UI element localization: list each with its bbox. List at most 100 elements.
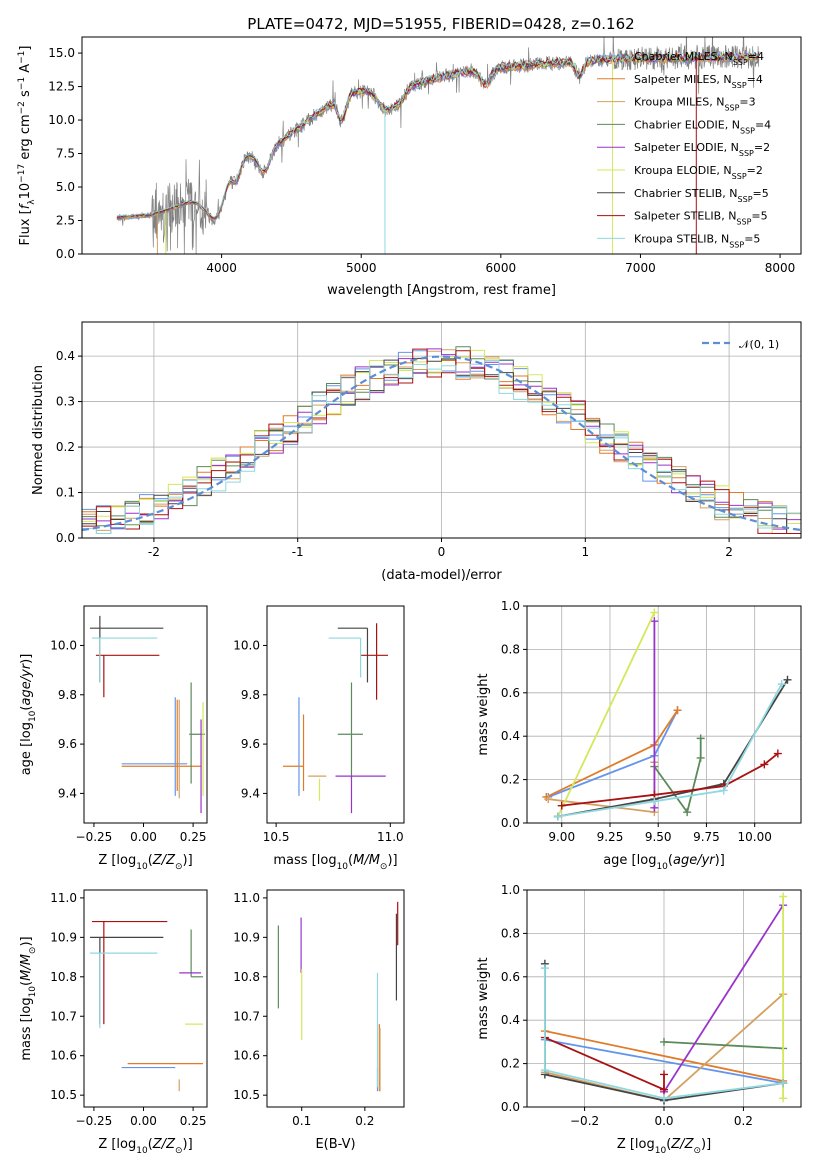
x-tick-label: 10.5	[263, 830, 290, 844]
weight-marker	[557, 801, 566, 810]
x-tick-label: 9.00	[548, 830, 575, 844]
figure-title: PLATE=0472, MJD=51955, FIBERID=0428, z=0…	[247, 15, 634, 33]
y-axis-label-part: Flux [	[18, 209, 33, 245]
y-axis-label-part: ]	[18, 46, 33, 51]
x-axis-label-part: )]	[387, 853, 397, 868]
y-tick-label: 10.5	[50, 1088, 77, 1102]
y-axis-label-part: )]	[19, 654, 34, 664]
x-axis-label-part: 10	[655, 1146, 667, 1156]
legend-text: Chabrier STELIB, N	[634, 187, 738, 200]
axes-decor-residuals: -2 -1 0 1 2 0.0 0.1 0.2 0.3 0.4 𝒩(0, 1) (data-model…	[31, 321, 802, 583]
y-tick-label: 9.4	[241, 786, 260, 800]
weight-line	[653, 738, 702, 815]
legend-entry: Chabrier ELODIE, NSSP=4	[634, 118, 771, 135]
x-tick-label: 7000	[625, 261, 656, 275]
errorbar-point	[328, 637, 362, 678]
x-tick-label: -2	[148, 545, 160, 559]
y-tick-label: 11.0	[50, 891, 77, 905]
plot-area-mass_vs_EBV	[277, 901, 399, 1092]
errorbar-point	[89, 615, 164, 683]
y-axis-label: mass weight	[476, 673, 491, 755]
errorbar-point	[190, 929, 204, 978]
errorbar-point	[121, 699, 202, 791]
legend-text: Salpeter MILES, N	[634, 73, 732, 86]
y-tick-label: 0.0	[501, 1100, 520, 1114]
y-tick-label: 0.0	[501, 816, 520, 830]
x-axis-label-part: Z/Z	[152, 1137, 176, 1152]
x-tick-label: 1	[581, 545, 589, 559]
weight-marker	[660, 1085, 668, 1094]
weight-marker	[779, 1094, 788, 1103]
y-tick-label: 15.0	[48, 46, 75, 60]
x-axis-label-part: 10	[136, 1146, 148, 1156]
axes-frame	[266, 605, 405, 824]
y-axis-label-part: −17	[17, 164, 27, 183]
y-tick-label: 10.0	[50, 638, 77, 652]
y-axis-label-part: s	[18, 90, 33, 101]
weight-line	[557, 612, 656, 817]
y-tick-label: 10.9	[50, 930, 77, 944]
y-axis-label-part: erg cm	[18, 114, 33, 163]
weight-line	[557, 683, 783, 818]
legend-text: =4	[747, 73, 763, 86]
y-axis-label-part: 10	[28, 986, 38, 998]
legend-text: Chabrier MILES, N	[634, 50, 733, 63]
x-axis-label-part: Z [log	[98, 1137, 136, 1152]
legend-text: =5	[753, 187, 769, 200]
x-axis-label-part: ⊙	[693, 1146, 701, 1156]
weight-marker	[660, 1094, 668, 1103]
y-tick-label: 10.7	[50, 1009, 77, 1023]
weight-marker	[683, 808, 692, 817]
x-tick-label: 0.2	[355, 1114, 374, 1128]
legend-text: =5	[751, 210, 767, 223]
legend-text: =2	[747, 164, 763, 177]
y-axis-label: Flux [fλ10−17 erg cm−2 s−1 A−1]	[17, 46, 37, 246]
y-tick-label: 0.2	[501, 773, 520, 787]
axes-mass_vs_EBV: 0.1 0.2 10.5 10.6 10.7 10.8 10.9 11.0	[233, 889, 405, 1128]
y-tick-label: 11.0	[233, 891, 260, 905]
plot-area-residuals	[82, 346, 801, 538]
x-tick-label: 0.00	[130, 1114, 157, 1128]
y-tick-label: 0.0	[56, 531, 75, 545]
legend-entry: Chabrier MILES, NSSP=4	[634, 50, 764, 67]
model-line	[116, 49, 759, 218]
legend-sub: SSP	[738, 194, 753, 203]
axes-mass_vs_Z: −0.25 0.00 0.25 10.5 10.6 10.7 10.8 10.9 11.0 Z […	[19, 889, 208, 1156]
legend-text: Salpeter STELIB, N	[634, 210, 736, 223]
y-tick-label: 0.2	[56, 440, 75, 454]
x-axis-label-part: ⊙	[175, 1146, 183, 1156]
y-axis-label-part: A	[18, 64, 33, 77]
plot-area-spectrum	[116, 37, 760, 254]
y-tick-label: 10.0	[233, 638, 260, 652]
x-tick-label: 0.0	[654, 1114, 673, 1128]
y-axis-label-part: f	[18, 202, 33, 209]
x-tick-label: 6000	[486, 261, 517, 275]
weight-marker	[660, 1070, 668, 1079]
y-tick-label: 2.5	[56, 214, 75, 228]
y-tick-label: 10.5	[233, 1088, 260, 1102]
weight-marker	[544, 795, 553, 804]
x-tick-label: 10.00	[738, 830, 772, 844]
x-axis-label-part: Z [log	[98, 853, 136, 868]
x-tick-label: -1	[292, 545, 304, 559]
normal-curve	[82, 355, 801, 532]
y-axis-label: mass [log10(M/M⊙)]	[19, 936, 38, 1060]
x-tick-label: 0.25	[180, 830, 207, 844]
x-tick-label: 0.2	[734, 1114, 753, 1128]
y-tick-label: 1.0	[501, 599, 520, 613]
y-tick-label: 1.0	[501, 883, 520, 897]
x-axis-label-part: (	[666, 1137, 671, 1152]
weight-line	[544, 1030, 784, 1082]
x-tick-label: 8000	[765, 261, 796, 275]
axes-weight_vs_Z: −0.2 0.0 0.2 0.0 0.2 0.4 0.6 0.8 1.0 Z [log10(Z/Z…	[476, 883, 802, 1156]
plot-area-mass_vs_Z	[89, 920, 204, 1092]
legend-entry: Kroupa STELIB, NSSP=5	[634, 232, 760, 249]
weight-line	[544, 1038, 784, 1084]
y-tick-label: 9.4	[58, 786, 77, 800]
x-tick-label: 9.50	[645, 830, 672, 844]
axes-frame	[266, 889, 405, 1108]
y-axis-label: age [log10(age/yr)]	[19, 654, 38, 776]
y-tick-label: 0.3	[56, 395, 75, 409]
x-axis-label-part: )]	[701, 1137, 711, 1152]
